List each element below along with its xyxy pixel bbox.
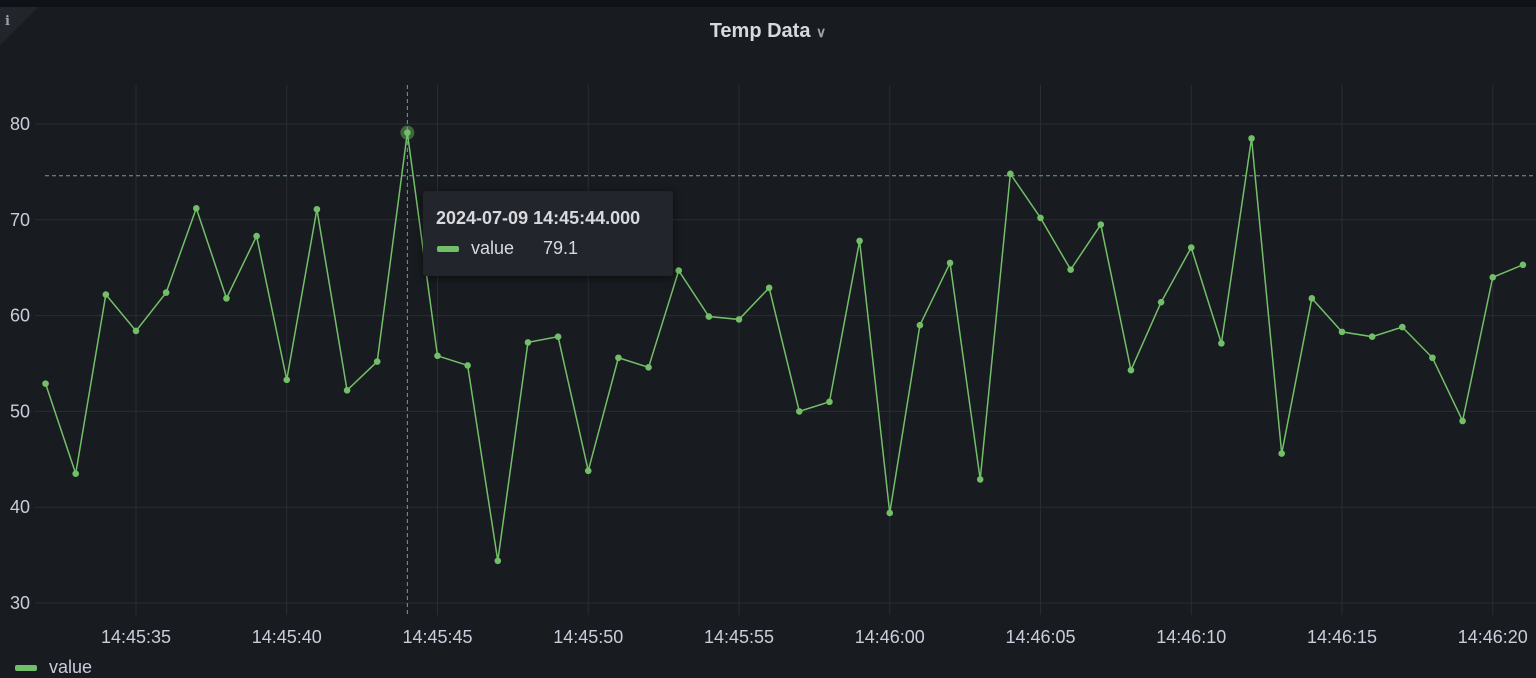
info-icon[interactable]: i <box>5 14 10 29</box>
data-point <box>1007 170 1014 178</box>
tooltip-time: 2024-07-09 14:45:44.000 <box>436 208 641 228</box>
data-point <box>102 291 110 298</box>
data-point <box>916 321 924 329</box>
data-point <box>735 316 743 323</box>
data-point <box>1368 333 1376 340</box>
data-point <box>1187 244 1195 251</box>
data-point <box>645 364 652 371</box>
x-tick-label: 14:46:10 <box>1156 627 1226 647</box>
data-point <box>373 358 381 365</box>
data-point <box>1519 261 1527 269</box>
y-tick-label: 50 <box>10 401 30 421</box>
data-point <box>1308 295 1316 302</box>
data-point <box>434 352 441 360</box>
data-point <box>72 470 79 477</box>
data-point <box>42 380 49 387</box>
x-tick-label: 14:46:15 <box>1307 627 1377 647</box>
series-line-value <box>44 132 1524 561</box>
panel-info-corner[interactable] <box>0 7 38 45</box>
data-point <box>1278 450 1285 457</box>
data-point <box>765 284 773 292</box>
data-point <box>1037 214 1044 222</box>
tooltip-value: 79.1 <box>543 238 579 258</box>
y-tick-label: 70 <box>10 210 30 230</box>
data-point <box>675 267 682 274</box>
data-point <box>554 333 562 340</box>
y-tick-label: 30 <box>10 593 30 613</box>
legend-item-value[interactable]: value <box>15 657 92 678</box>
legend-label: value <box>49 657 93 677</box>
x-tick-label: 14:46:00 <box>855 627 925 647</box>
data-point <box>1429 354 1436 362</box>
panel-title-text[interactable]: Temp Data <box>709 20 811 42</box>
tooltip: 2024-07-09 14:45:44.000 value 79.1 <box>423 191 673 276</box>
data-point <box>1127 366 1135 374</box>
tooltip-series-swatch <box>437 246 459 252</box>
data-point <box>1218 340 1225 347</box>
y-tick-label: 60 <box>10 306 30 326</box>
y-tick-label: 40 <box>10 497 30 517</box>
data-point <box>193 205 200 212</box>
data-point <box>253 232 260 240</box>
x-tick-label: 14:45:35 <box>101 627 171 647</box>
data-point <box>1338 328 1346 336</box>
data-point <box>494 557 502 565</box>
data-point <box>283 376 291 384</box>
x-tick-label: 14:45:40 <box>252 627 322 647</box>
x-tick-label: 14:45:55 <box>704 627 774 647</box>
data-point <box>313 205 321 213</box>
chevron-down-icon[interactable]: ∨ <box>816 24 827 40</box>
x-tick-label: 14:45:50 <box>553 627 623 647</box>
x-tick-label: 14:46:20 <box>1458 627 1528 647</box>
data-point <box>946 259 954 267</box>
data-point <box>162 289 170 296</box>
x-tick-label: 14:45:45 <box>402 627 472 647</box>
tooltip-series-name: value <box>471 238 515 258</box>
data-point <box>132 327 140 335</box>
top-border <box>0 0 1536 7</box>
legend-swatch <box>15 665 37 672</box>
data-point <box>705 313 713 320</box>
data-point <box>856 237 863 245</box>
data-point <box>343 387 351 394</box>
data-point <box>1459 417 1466 425</box>
x-tick-label: 14:46:05 <box>1005 627 1075 647</box>
data-point <box>584 467 592 475</box>
data-point <box>976 476 984 483</box>
data-point <box>1157 298 1165 306</box>
data-point <box>1097 221 1105 228</box>
data-point <box>464 362 471 369</box>
y-tick-label: 80 <box>10 114 30 134</box>
data-point <box>1399 323 1406 331</box>
data-point <box>223 295 230 302</box>
data-point <box>615 354 622 362</box>
data-point <box>1248 135 1255 142</box>
data-point <box>404 129 411 136</box>
data-point <box>796 408 803 415</box>
data-point <box>886 509 894 517</box>
panel-title[interactable]: Temp Data ∨ <box>0 20 1536 43</box>
data-point <box>524 339 532 346</box>
data-point <box>826 398 833 406</box>
data-point <box>1067 266 1074 273</box>
data-point <box>1489 273 1497 281</box>
